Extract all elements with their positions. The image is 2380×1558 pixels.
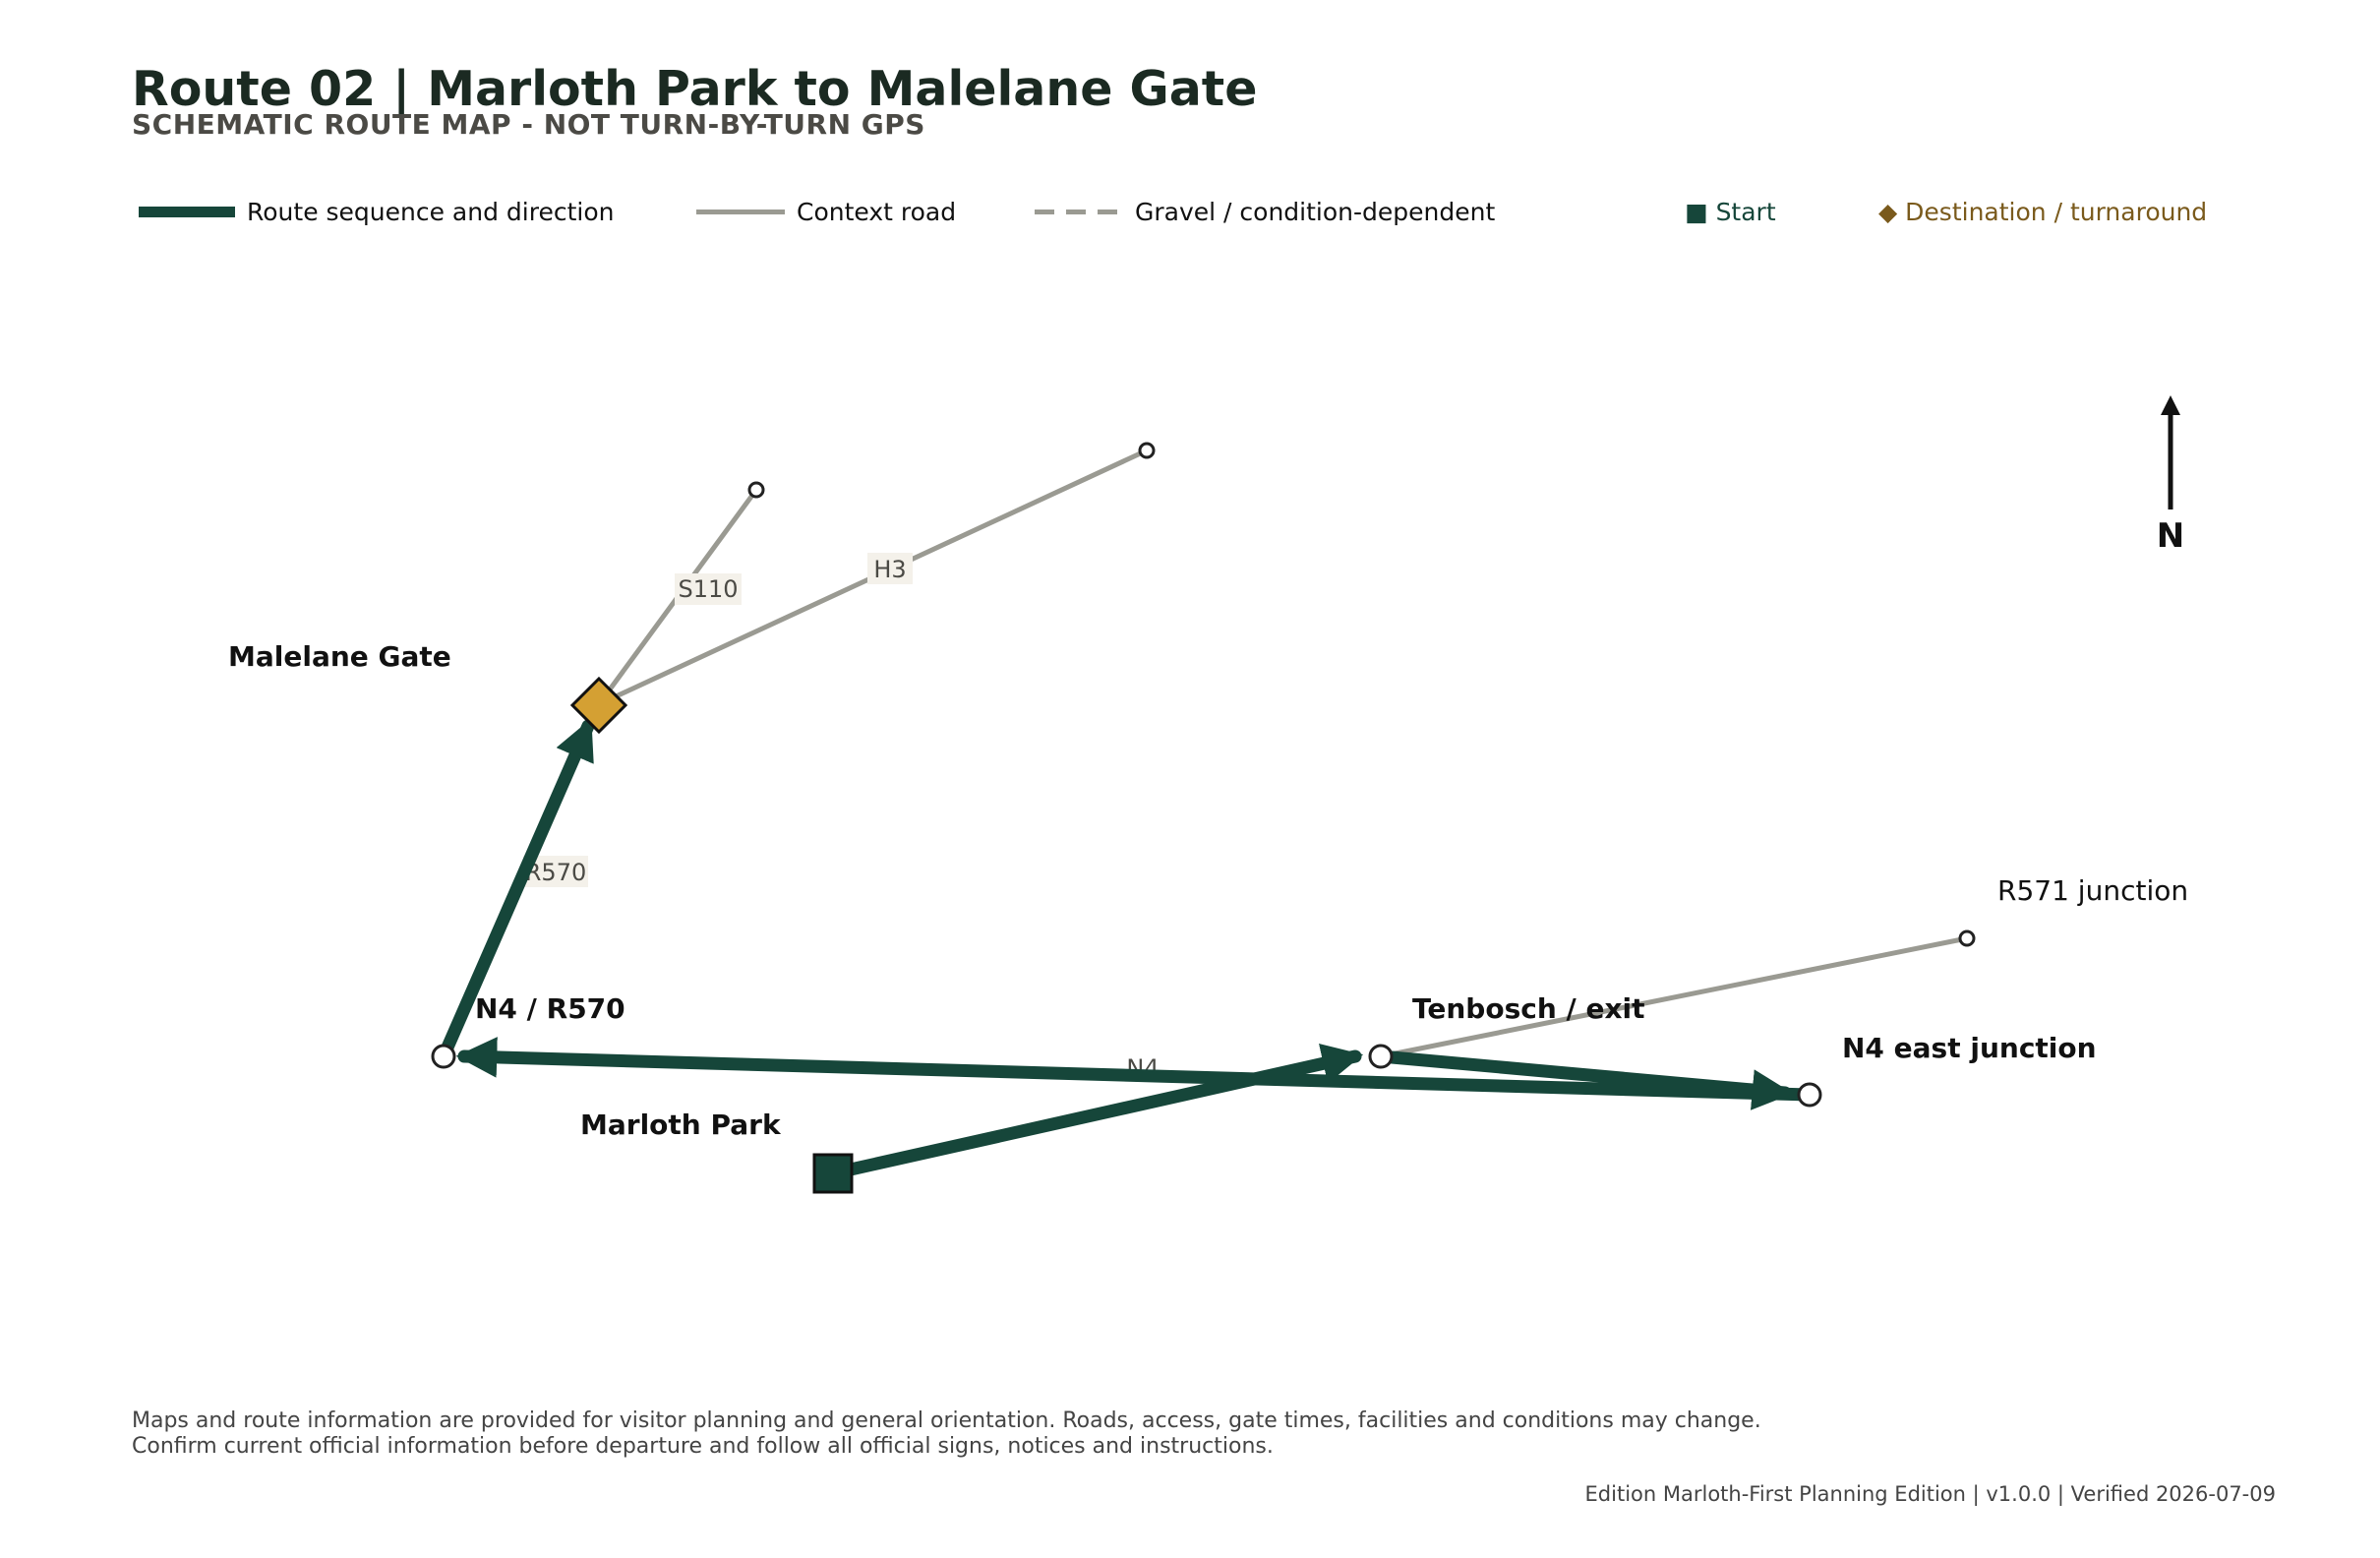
north-label: N [2157, 516, 2184, 556]
node-h3-end [1138, 442, 1156, 459]
north-arrow: N [2157, 395, 2184, 556]
destination-marker [569, 676, 628, 735]
label-marloth-park: Marloth Park [580, 1109, 782, 1141]
waypoint-n4-r570 [431, 1044, 456, 1069]
map-title: Route 02 | Marloth Park to Malelane Gate [132, 61, 1258, 117]
legend-gravel-label: Gravel / condition-dependent [1135, 197, 1496, 226]
label-n4-r570: N4 / R570 [475, 992, 625, 1025]
legend-start-label: ■ Start [1685, 197, 1776, 226]
legend-destination-label: ◆ Destination / turnaround [1878, 197, 2208, 226]
waypoint-tenbosch-exit [1368, 1044, 1394, 1069]
road-label-r570: R570 [525, 859, 586, 886]
disclaimer: Maps and route information are provided … [132, 1408, 1761, 1460]
legend-context-label: Context road [797, 197, 957, 226]
legend-route: Route sequence and direction [139, 195, 614, 228]
route-segment-n4-east-to-r570 [455, 1037, 1816, 1102]
legend-gravel: Gravel / condition-dependent [1035, 195, 1495, 228]
context-road-r571 [1378, 935, 1970, 1059]
label-malelane-gate: Malelane Gate [228, 640, 451, 673]
waypoint-n4-east-junction [1797, 1082, 1822, 1108]
road-label-s110: S110 [678, 575, 738, 603]
legend-context: Context road [696, 195, 956, 228]
context-line-swatch [696, 209, 785, 214]
start-marker [812, 1153, 854, 1194]
legend-route-label: Route sequence and direction [247, 197, 615, 226]
legend-start: ■ Start [1685, 195, 1776, 228]
waypoints [431, 1044, 1822, 1108]
route-line-swatch [139, 206, 235, 217]
label-n4-east-junction: N4 east junction [1842, 1032, 2097, 1064]
gravel-line-swatch [1035, 209, 1123, 214]
label-r571-junction: R571 junction [1997, 874, 2188, 907]
node-r571-junction [1958, 929, 1976, 947]
label-tenbosch-exit: Tenbosch / exit [1412, 992, 1645, 1025]
route-segments [437, 718, 1816, 1180]
disclaimer-line-2: Confirm current official information bef… [132, 1434, 1274, 1459]
node-s110-end [747, 481, 765, 499]
place-labels: Marloth Park Tenbosch / exit N4 east jun… [228, 640, 2188, 1141]
route-segment-r570-to-malelane [437, 718, 595, 1063]
context-roads [596, 448, 1970, 1059]
road-label-h3: H3 [873, 556, 906, 583]
disclaimer-line-1: Maps and route information are provided … [132, 1408, 1761, 1433]
map-subtitle: SCHEMATIC ROUTE MAP - NOT TURN-BY-TURN G… [132, 108, 925, 141]
legend-destination: ◆ Destination / turnaround [1878, 195, 2207, 228]
edition-info: Edition Marloth-First Planning Edition |… [1584, 1482, 2276, 1506]
context-nodes [747, 442, 1976, 947]
